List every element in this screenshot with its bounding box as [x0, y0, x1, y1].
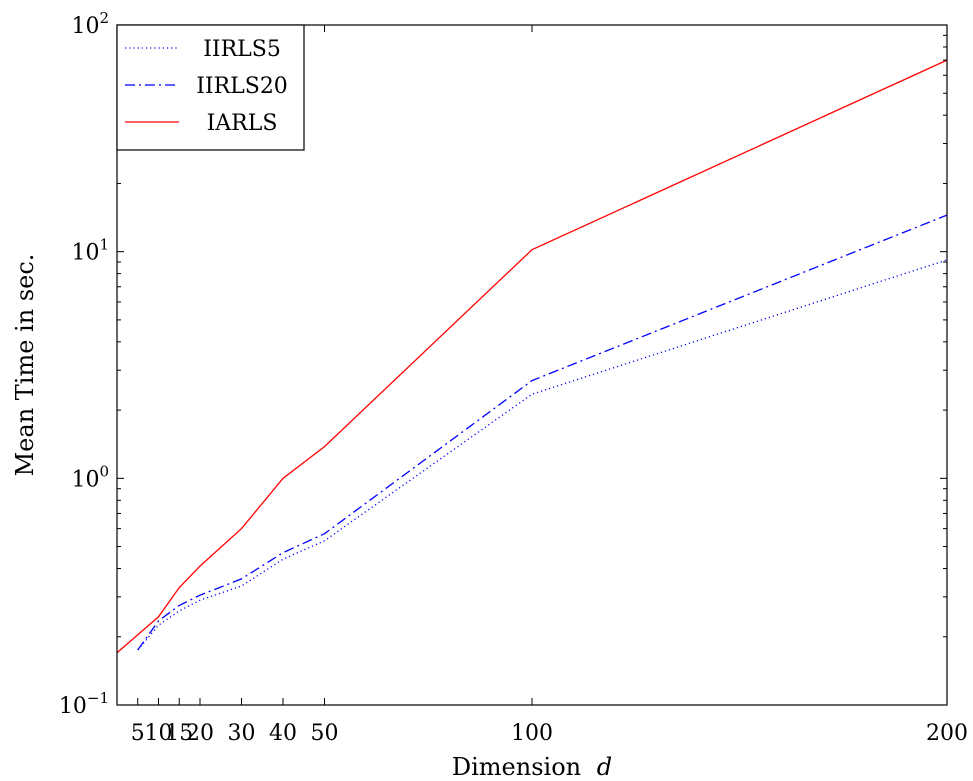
series-layer — [116, 59, 948, 654]
x-tick-label: 30 — [228, 721, 256, 746]
x-tick-label: 100 — [511, 721, 553, 746]
x-tick-label: 50 — [311, 721, 339, 746]
y-tick-label: 102 — [71, 9, 109, 39]
x-axis-title-var: d — [597, 753, 612, 781]
series-line-iirls20 — [137, 214, 948, 651]
x-axis-title-text: Dimension — [452, 753, 581, 781]
x-tick-label: 5 — [131, 721, 145, 746]
series-line-iirls5 — [137, 259, 948, 651]
series-line-iarls — [116, 59, 948, 654]
legend-label-iarls: IARLS — [207, 111, 278, 136]
legend: IIRLS5 IIRLS20 IARLS — [116, 24, 305, 151]
x-tick-label: 15 — [165, 721, 193, 746]
y-tick-label: 101 — [71, 236, 109, 266]
y-axis-title: Mean Time in sec. — [11, 254, 39, 477]
legend-label-iirls20: IIRLS20 — [196, 74, 288, 99]
plot-frame — [116, 24, 948, 706]
x-tick-label: 20 — [186, 721, 214, 746]
x-tick-label: 10 — [145, 721, 173, 746]
x-tick-label: 40 — [269, 721, 297, 746]
x-tick-label: 200 — [926, 721, 968, 746]
y-tick-label: 10−1 — [59, 689, 109, 719]
legend-label-iirls5: IIRLS5 — [203, 37, 281, 62]
x-axis-title: Dimension d — [452, 753, 612, 781]
y-tick-label: 100 — [71, 462, 109, 492]
legend-box — [116, 24, 305, 151]
